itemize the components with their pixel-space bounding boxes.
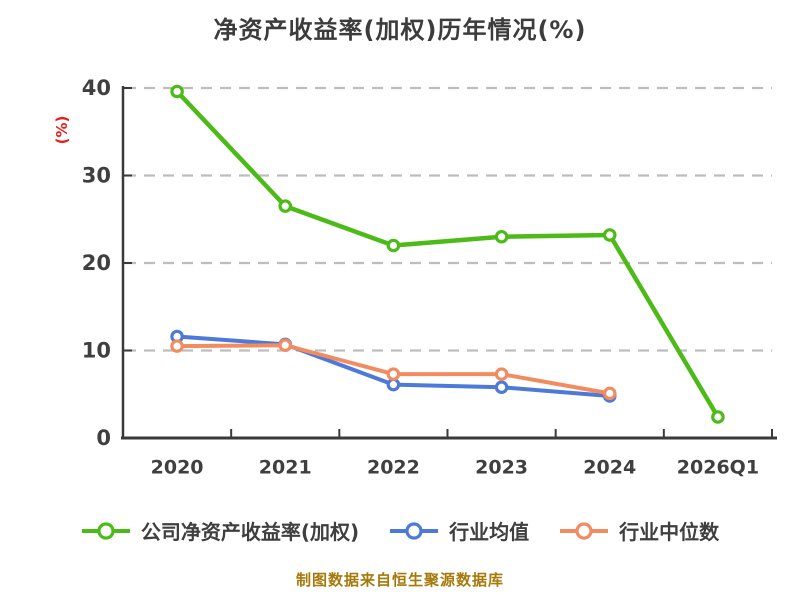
y-tick-label-20: 20 [82,251,111,275]
y-tick-label-10: 10 [82,339,111,363]
legend: 公司净资产收益率(加权) 行业均值 行业中位数 [0,516,800,545]
legend-label-company-roe-weighted: 公司净资产收益率(加权) [140,520,360,544]
industry-median-marker-3 [494,367,509,381]
legend-label-industry-median: 行业中位数 [619,520,720,544]
industry-median-marker-2 [386,367,401,381]
x-tick-label-2021: 2021 [259,457,312,479]
y-tick-label-0: 0 [96,426,111,450]
industry-median-marker-4 [602,386,617,401]
legend-item-company-roe-weighted: 公司净资产收益率(加权) [81,516,359,545]
industry-median-marker-0 [170,339,184,353]
x-tick-label-2020: 2020 [151,457,204,479]
company-roe-weighted-marker-5 [711,410,725,424]
legend-item-industry-mean: 行业均值 [389,516,529,545]
y-tick-label-40: 40 [82,76,111,100]
company-roe-weighted-marker-4 [602,228,617,242]
company-roe-weighted-line [174,89,721,420]
industry-mean-marker-2 [386,377,401,392]
company-roe-weighted-marker-2 [386,238,401,253]
chart-title: 净资产收益率(加权)历年情况(%) [213,16,587,44]
industry-median-legend-marker-icon [560,521,609,540]
x-tick-label-2023: 2023 [475,457,528,479]
company-roe-weighted-marker-1 [278,199,293,213]
y-axis-unit-label: (%) [53,115,71,145]
x-tick-label-2022: 2022 [367,457,420,479]
x-tick-label-2024: 2024 [583,457,636,479]
legend-label-industry-mean: 行业均值 [449,520,530,544]
company-roe-weighted-marker-3 [494,229,509,244]
company-roe-weighted-marker-0 [170,84,184,99]
x-tick-label-2026Q1: 2026Q1 [677,457,759,479]
y-tick-label-30: 30 [82,164,111,188]
data-source-caption: 制图数据来自恒生聚源数据库 [295,571,504,589]
industry-median-marker-1 [278,338,293,353]
industry-mean-marker-3 [494,380,509,395]
industry-mean-legend-marker-icon [390,521,439,540]
company-roe-weighted-legend-marker-icon [81,521,130,540]
legend-item-industry-median: 行业中位数 [559,516,719,545]
